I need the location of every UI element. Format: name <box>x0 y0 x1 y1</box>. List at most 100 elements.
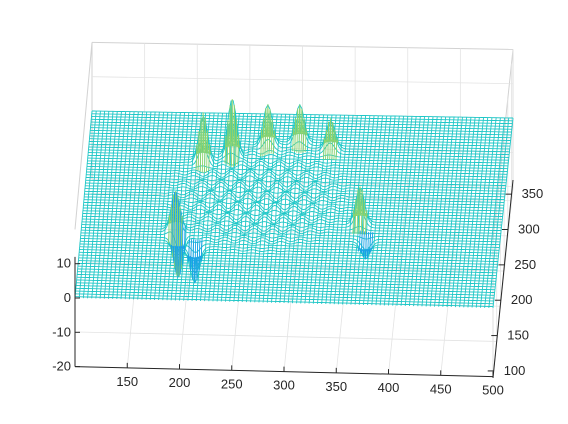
mesh-peak <box>358 186 362 234</box>
mesh-column <box>404 116 426 306</box>
mesh-column <box>413 116 434 307</box>
mesh-column <box>471 117 493 308</box>
mesh-peak <box>270 118 274 154</box>
mesh-column <box>434 116 455 307</box>
mesh-peak <box>232 104 236 167</box>
mesh-column <box>204 113 223 302</box>
mesh-column <box>408 116 430 307</box>
mesh-column <box>170 112 190 301</box>
mesh-peak <box>228 105 232 166</box>
mesh-peak <box>322 137 326 160</box>
x-tick-label: 350 <box>325 379 347 394</box>
x-tick-label: 200 <box>169 375 191 390</box>
mesh-column <box>233 113 253 302</box>
mesh-peak <box>368 232 372 255</box>
mesh-peak <box>366 231 370 260</box>
mesh-column <box>95 111 114 299</box>
mesh-column <box>400 116 421 306</box>
mesh-column <box>153 112 173 300</box>
mesh-column <box>396 116 417 306</box>
mesh-column <box>116 111 135 300</box>
mesh-peak <box>294 118 297 152</box>
mesh-column <box>141 112 160 300</box>
grid-line-y <box>78 331 497 342</box>
mesh-peak <box>362 199 366 235</box>
mesh-peak <box>357 230 361 252</box>
mesh-column <box>488 117 510 308</box>
surface-mesh <box>74 99 514 309</box>
mesh-column <box>158 112 177 301</box>
mesh-peak <box>356 188 360 234</box>
mesh-peak <box>174 192 178 273</box>
mesh-column <box>128 111 148 300</box>
mesh-column <box>375 115 396 306</box>
y-tick-label: 350 <box>522 186 544 201</box>
mesh-column <box>425 116 447 307</box>
mesh-peak <box>195 239 199 281</box>
box-edge <box>74 42 93 230</box>
mesh-peak <box>327 121 330 160</box>
x-tick-label: 450 <box>430 381 452 396</box>
mesh-peak <box>197 130 201 171</box>
mesh-peak <box>193 239 197 284</box>
mesh-peak <box>191 239 195 281</box>
mesh-column <box>454 117 476 308</box>
mesh-peak <box>292 127 295 152</box>
mesh-column <box>417 116 438 307</box>
mesh-peak <box>195 144 199 171</box>
z-tick-label: -10 <box>52 324 71 339</box>
mesh-column <box>145 112 165 300</box>
mesh-column <box>199 113 219 302</box>
mesh-peak <box>172 191 176 263</box>
mesh-peak <box>354 198 358 234</box>
mesh-column <box>296 114 316 304</box>
mesh-column <box>103 111 122 299</box>
mesh-peak <box>167 215 171 244</box>
mesh-column <box>333 115 354 305</box>
y-tick-label: 250 <box>514 257 536 272</box>
mesh-peak <box>226 120 230 165</box>
x-tick-label: 500 <box>482 383 504 398</box>
x-tick-label: 250 <box>221 376 243 391</box>
mesh-peak <box>176 200 180 278</box>
mesh-column <box>179 112 198 301</box>
mesh-column <box>459 117 480 308</box>
mesh-peak <box>362 231 365 258</box>
y-tick-label: 300 <box>518 222 540 237</box>
grid-line-z <box>91 144 514 153</box>
mesh-peak <box>272 130 276 155</box>
mesh-peak <box>364 209 368 235</box>
mesh-peak <box>264 108 268 156</box>
mesh-peak <box>199 117 203 172</box>
mesh-column <box>388 116 409 306</box>
mesh-column <box>467 117 489 308</box>
mesh-peak <box>302 118 306 153</box>
mesh-peak <box>262 118 266 157</box>
mesh-column <box>74 110 93 299</box>
mesh-peak <box>189 239 193 272</box>
mesh-peak <box>333 128 337 160</box>
mesh-peak <box>205 130 209 173</box>
mesh-peak <box>260 129 263 157</box>
mesh-peak <box>335 137 339 160</box>
mesh-peak <box>300 108 304 153</box>
mesh-column <box>484 117 506 308</box>
mesh-peak <box>182 225 186 254</box>
mesh-column <box>275 114 295 303</box>
mesh-peak <box>237 134 240 165</box>
mesh-peak <box>324 129 328 160</box>
y-axis-line <box>492 179 514 379</box>
y-tick-label: 100 <box>504 363 526 378</box>
mesh-peak <box>329 117 333 160</box>
mesh-column <box>442 117 463 307</box>
mesh-column <box>446 117 468 307</box>
y-tick-label: 150 <box>507 328 529 343</box>
mesh-peak <box>266 104 270 155</box>
mesh-peak <box>201 112 205 173</box>
mesh-column <box>371 115 392 306</box>
mesh-peak <box>197 239 201 272</box>
mesh-column <box>325 115 346 305</box>
mesh-column <box>241 113 261 303</box>
mesh-column <box>475 117 497 308</box>
mesh-peak <box>304 128 308 153</box>
